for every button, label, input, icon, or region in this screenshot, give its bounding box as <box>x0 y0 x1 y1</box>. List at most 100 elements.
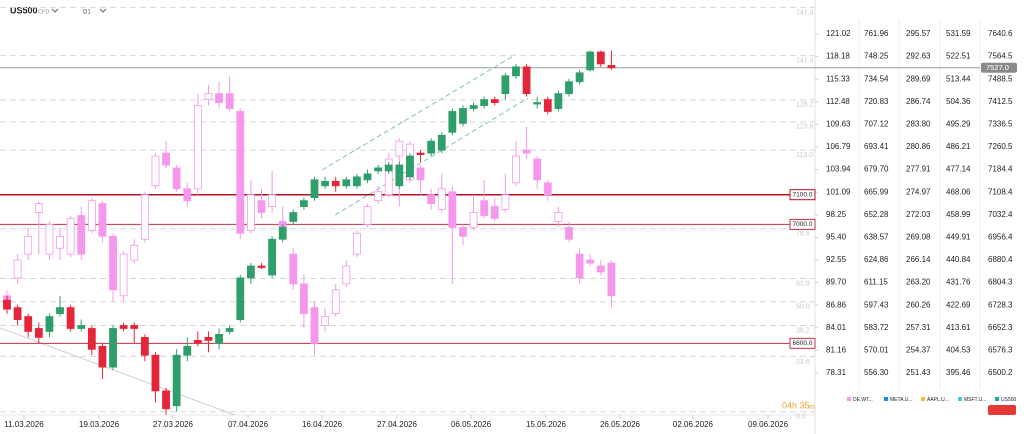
candle-body <box>363 173 372 181</box>
secondary-tick-label: 597.43 <box>864 300 889 309</box>
x-tick-label: 16.04.2026 <box>302 420 343 429</box>
secondary-tick-label: 652.28 <box>864 210 889 219</box>
candle-body <box>565 81 573 95</box>
candle-body <box>77 215 86 255</box>
symbol[interactable]: US500 <box>10 5 38 15</box>
secondary-tick-label: 115.33 <box>826 74 850 83</box>
secondary-tick-label: 583.72 <box>864 323 889 332</box>
candle-body <box>268 194 276 207</box>
secondary-tick-label: 112.48 <box>826 97 850 106</box>
candle-body <box>596 51 605 65</box>
legend-label: DE.WT... <box>853 397 873 403</box>
secondary-tick-label: 431.76 <box>946 278 971 287</box>
candle-body <box>236 111 245 234</box>
candle-body <box>310 307 319 344</box>
fib-label: 23.6 <box>796 358 810 365</box>
candle-body <box>342 179 351 187</box>
candle-body <box>448 111 457 133</box>
dropdown-icon[interactable] <box>99 8 107 13</box>
legend-swatch <box>884 397 888 401</box>
y-tick-label: 6728.3 <box>988 300 1013 309</box>
y-tick-label: 7564.5 <box>988 52 1013 61</box>
candle-body <box>331 180 340 187</box>
candle-body <box>130 325 139 329</box>
secondary-tick-label: 260.26 <box>906 300 931 309</box>
y-tick-label: 7336.5 <box>988 120 1013 129</box>
legend-swatch <box>995 397 999 401</box>
dropdown-icon[interactable] <box>51 8 59 13</box>
secondary-tick-label: 486.21 <box>946 142 971 151</box>
candle-body <box>554 93 563 109</box>
countdown: 04h 35 <box>782 400 810 410</box>
candle-body <box>374 191 383 202</box>
candle-body <box>522 66 531 95</box>
secondary-tick-label: 761.96 <box>864 29 889 38</box>
y-tick-label: 6500.2 <box>988 368 1013 377</box>
x-tick-label: 06.05.2026 <box>451 420 492 429</box>
secondary-tick-label: 251.43 <box>906 368 931 377</box>
secondary-tick-label: 707.12 <box>864 120 889 129</box>
secondary-tick-label: 468.06 <box>946 187 971 196</box>
candle-body <box>353 176 361 187</box>
candle-body <box>34 328 43 338</box>
candle-body <box>427 140 436 154</box>
secondary-tick-label: 395.46 <box>946 368 971 377</box>
fib-label: 128.2 <box>796 102 814 109</box>
alert-button[interactable] <box>988 405 1016 415</box>
candle-body <box>109 328 117 368</box>
secondary-tick-label: 78.31 <box>826 368 847 377</box>
candle-body <box>246 194 255 231</box>
timeframe[interactable]: D1 <box>83 10 91 16</box>
candle-body <box>607 64 616 69</box>
x-tick-label: 19.03.2026 <box>79 420 120 429</box>
secondary-tick-label: 121.02 <box>826 29 851 38</box>
candle-body <box>204 93 213 100</box>
candle-body <box>395 164 404 187</box>
candle-body <box>66 218 75 255</box>
candle-body <box>87 200 96 231</box>
fib-label: 38.2 <box>796 327 810 334</box>
secondary-tick-label: 86.86 <box>826 300 847 309</box>
level-tag <box>789 218 816 230</box>
candle-body <box>140 336 149 356</box>
candle-body <box>215 93 223 103</box>
secondary-tick-label: 422.69 <box>946 300 971 309</box>
candle-body <box>543 182 552 196</box>
secondary-tick-label: 292.63 <box>906 52 931 61</box>
candle-body <box>437 134 446 151</box>
x-tick-label: 02.06.2026 <box>673 420 714 429</box>
last-price-label: 7527.0 <box>986 63 1009 72</box>
candle-body <box>395 140 404 157</box>
candle-body <box>321 180 330 187</box>
candle-body <box>98 345 107 368</box>
countdown-unit: m <box>809 404 815 411</box>
candle-body <box>310 179 319 199</box>
level-label: 7100.0 <box>793 191 813 198</box>
secondary-tick-label: 280.86 <box>906 142 931 151</box>
candle-body <box>56 307 64 315</box>
fib-label: 78.6 <box>796 231 810 238</box>
candle-body <box>300 200 308 207</box>
candle-body <box>480 99 489 106</box>
last-price-tag <box>981 62 1017 73</box>
secondary-tick-label: 89.70 <box>826 278 847 287</box>
y-tick-label: 7488.5 <box>988 74 1013 83</box>
secondary-tick-label: 665.99 <box>864 187 889 196</box>
candle-body <box>130 244 139 261</box>
candle-body <box>119 325 128 329</box>
candle-body <box>543 99 552 112</box>
secondary-tick-label: 277.91 <box>906 165 931 174</box>
candle-body <box>459 227 467 237</box>
candle-body <box>183 345 192 356</box>
candle-body <box>172 354 181 407</box>
candle-body <box>490 99 499 103</box>
candle-body <box>300 283 308 315</box>
candle-body <box>533 102 542 105</box>
legend-swatch <box>847 397 851 401</box>
secondary-tick-label: 266.14 <box>906 255 931 264</box>
candle-body <box>596 265 605 273</box>
candle-body <box>501 75 510 95</box>
candle-body <box>469 105 478 109</box>
candle-body <box>225 93 234 109</box>
secondary-tick-label: 257.31 <box>906 323 931 332</box>
